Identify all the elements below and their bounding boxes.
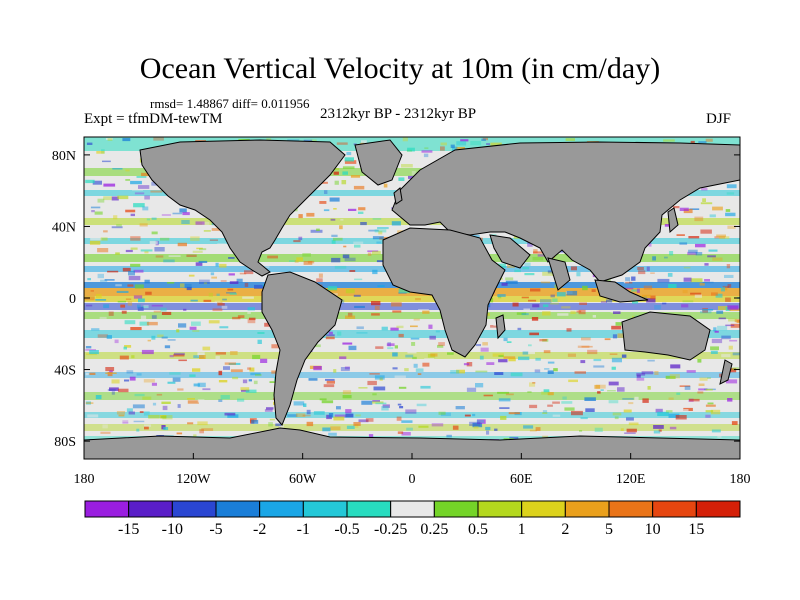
colorbar-label: -2 [253, 521, 266, 538]
land-masses [84, 139, 740, 459]
colorbar-swatch [652, 500, 697, 518]
season-label: DJF [706, 111, 732, 127]
colorbar-swatch [346, 500, 392, 518]
lon-label: 60E [510, 472, 533, 487]
colorbar-label: 10 [645, 521, 661, 538]
colorbar-swatch [215, 500, 261, 518]
new-zealand [719, 359, 733, 385]
lon-label: 180 [74, 472, 95, 487]
colorbar-label: -1 [297, 521, 310, 538]
arabia [489, 234, 531, 269]
colorbar-swatch [259, 500, 304, 518]
colorbar-label: 0.25 [420, 521, 448, 538]
north-america [139, 139, 346, 277]
lon-label: 120E [616, 472, 646, 487]
experiment-label: Expt = tfmDM-tewTM [84, 111, 223, 127]
africa [382, 227, 506, 358]
southeast-asia [594, 279, 649, 303]
antarctica [84, 427, 740, 459]
colorbar-label: 5 [605, 521, 613, 538]
colorbar-swatch [564, 500, 610, 518]
latitude-labels: 80N 40N 0 40S 80S [52, 149, 76, 450]
lon-label: 180 [730, 472, 751, 487]
south-america [261, 271, 343, 426]
stats-label: rmsd= 1.48867 diff= 0.011956 [150, 96, 310, 111]
colorbar-label: 0.5 [468, 521, 488, 538]
japan [667, 207, 679, 234]
colorbar-swatch [433, 500, 479, 518]
madagascar [495, 314, 506, 340]
colorbar-swatch [695, 500, 741, 518]
lat-label: 80N [52, 149, 76, 164]
colorbar-label: -10 [162, 521, 183, 538]
lon-label: 60W [289, 472, 317, 487]
colorbar-swatch [302, 500, 348, 518]
lat-label: 40N [52, 220, 76, 235]
colorbar-swatch [521, 500, 566, 518]
colorbar-label: -0.25 [374, 521, 407, 538]
colorbar-label: 1 [518, 521, 526, 538]
lat-label: 80S [54, 435, 76, 450]
ocean-field [84, 137, 740, 459]
lat-label: 0 [69, 292, 76, 307]
lon-label: 0 [409, 472, 416, 487]
colorbar-swatch [390, 500, 435, 518]
colorbar [84, 500, 741, 518]
period-label: 2312kyr BP - 2312kyr BP [320, 106, 477, 122]
uk [393, 187, 403, 205]
lat-label: 40S [54, 364, 76, 379]
colorbar-swatch [477, 500, 523, 518]
colorbar-labels: -15 -10 -5 -2 -1 -0.5 -0.25 0.25 0.5 1 2 5 10 15 [118, 521, 704, 538]
colorbar-swatch [128, 500, 173, 518]
axis-ticks [83, 154, 741, 459]
colorbar-label: -15 [118, 521, 139, 538]
india [547, 257, 571, 291]
longitude-labels: 180 120W 60W 0 60E 120E 180 [74, 472, 751, 487]
colorbar-label: -0.5 [334, 521, 359, 538]
colorbar-label: -5 [209, 521, 222, 538]
colorbar-swatch [84, 500, 130, 518]
colorbar-swatch [171, 500, 217, 518]
map-title: Ocean Vertical Velocity at 10m (in cm/da… [139, 52, 661, 85]
greenland [354, 139, 403, 186]
colorbar-swatch [608, 500, 654, 518]
colorbar-label: 2 [561, 521, 569, 538]
lon-label: 120W [176, 472, 211, 487]
colorbar-label: 15 [688, 521, 704, 538]
australia [621, 311, 711, 361]
